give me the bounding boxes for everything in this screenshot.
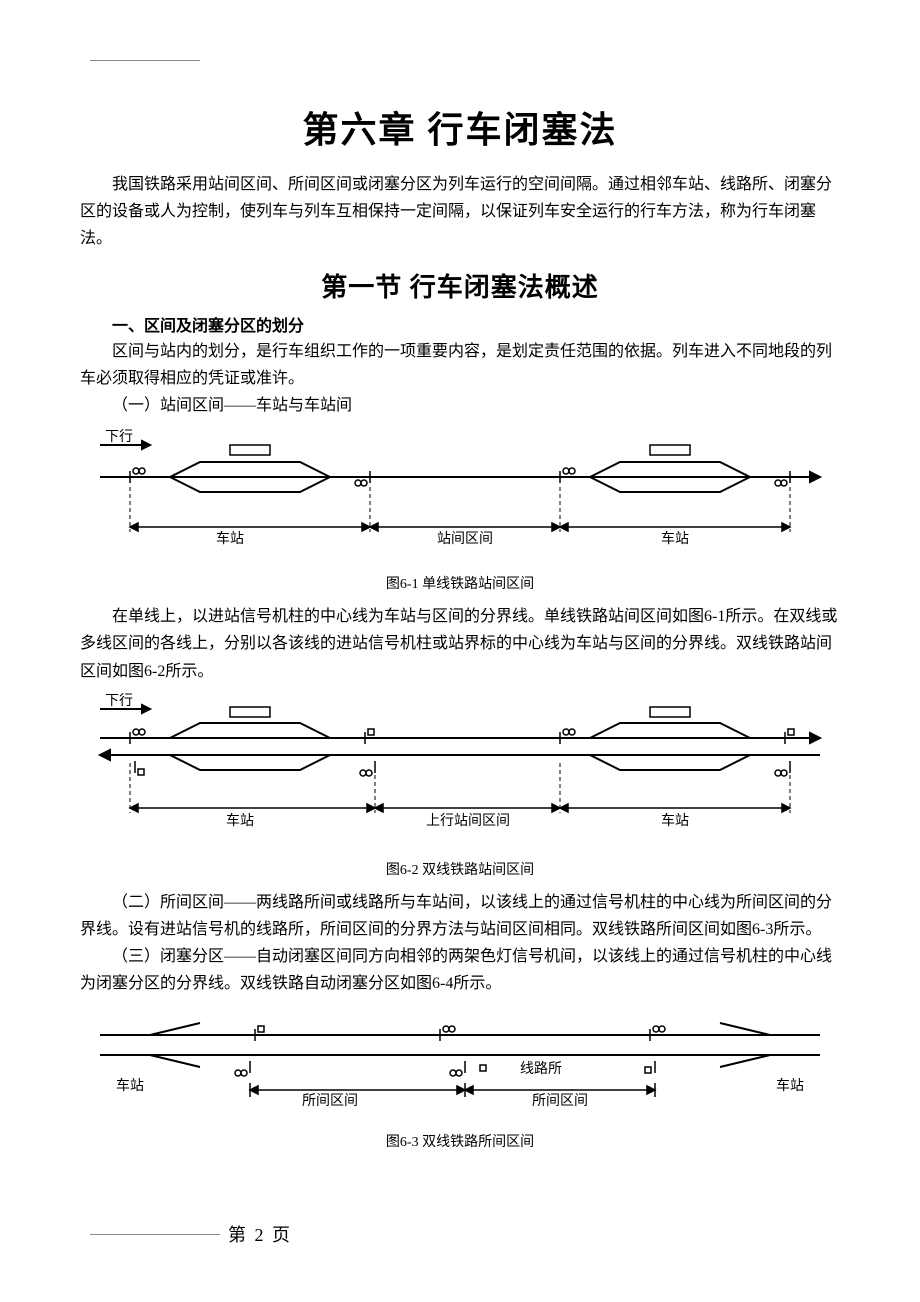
figure-6-2: 下行 车站 上行站间区间 车站 [90, 693, 830, 853]
fig3-interval-1: 所间区间 [302, 1093, 358, 1109]
fig3-interval-2: 所间区间 [532, 1093, 588, 1109]
fig1-interval: 站间区间 [437, 531, 493, 547]
sub-3: （三）闭塞分区——自动闭塞区间同方向相邻的两架色灯信号机间，以该线上的通过信号机… [80, 943, 840, 997]
fig2-interval: 上行站间区间 [426, 813, 510, 829]
heading-1: 一、区间及闭塞分区的划分 [80, 312, 840, 336]
fig3-linepost: 线路所 [520, 1061, 562, 1077]
figure-6-2-caption: 图6-2 双线铁路站间区间 [80, 859, 840, 879]
fig2-station-right: 车站 [661, 812, 689, 829]
sub-1: （一）站间区间——车站与车站间 [80, 392, 840, 419]
top-rule [90, 60, 200, 61]
figure-6-1: 下行 车站 站间区间 车站 [90, 427, 830, 567]
document-page: 第六章 行车闭塞法 我国铁路采用站间区间、所间区间或闭塞分区为列车运行的空间间隔… [0, 0, 920, 1287]
fig1-downline-label: 下行 [105, 429, 133, 445]
chapter-title: 第六章 行车闭塞法 [80, 101, 840, 153]
figure-6-3-caption: 图6-3 双线铁路所间区间 [80, 1131, 840, 1151]
page-footer: 第 2 页 [80, 1221, 840, 1247]
fig2-downline-label: 下行 [105, 693, 133, 709]
fig1-station-left: 车站 [216, 530, 244, 547]
section-title: 第一节 行车闭塞法概述 [80, 267, 840, 304]
paragraph-1: 区间与站内的划分，是行车组织工作的一项重要内容，是划定责任范围的依据。列车进入不… [80, 338, 840, 392]
fig2-station-left: 车站 [226, 812, 254, 829]
figure-6-1-caption: 图6-1 单线铁路站间区间 [80, 573, 840, 593]
footer-rule [90, 1234, 220, 1235]
fig3-station-left: 车站 [116, 1077, 144, 1094]
sub-2: （二）所间区间——两线路所间或线路所与车站间，以该线上的通过信号机柱的中心线为所… [80, 889, 840, 943]
paragraph-2: 在单线上，以进站信号机柱的中心线为车站与区间的分界线。单线铁路站间区间如图6-1… [80, 603, 840, 685]
figure-6-3: 车站 所间区间 线路所 所间区间 车站 [90, 1005, 830, 1125]
page-number: 第 2 页 [228, 1221, 292, 1247]
fig1-station-right: 车站 [661, 530, 689, 547]
intro-paragraph: 我国铁路采用站间区间、所间区间或闭塞分区为列车运行的空间间隔。通过相邻车站、线路… [80, 171, 840, 253]
fig3-station-right: 车站 [776, 1077, 804, 1094]
